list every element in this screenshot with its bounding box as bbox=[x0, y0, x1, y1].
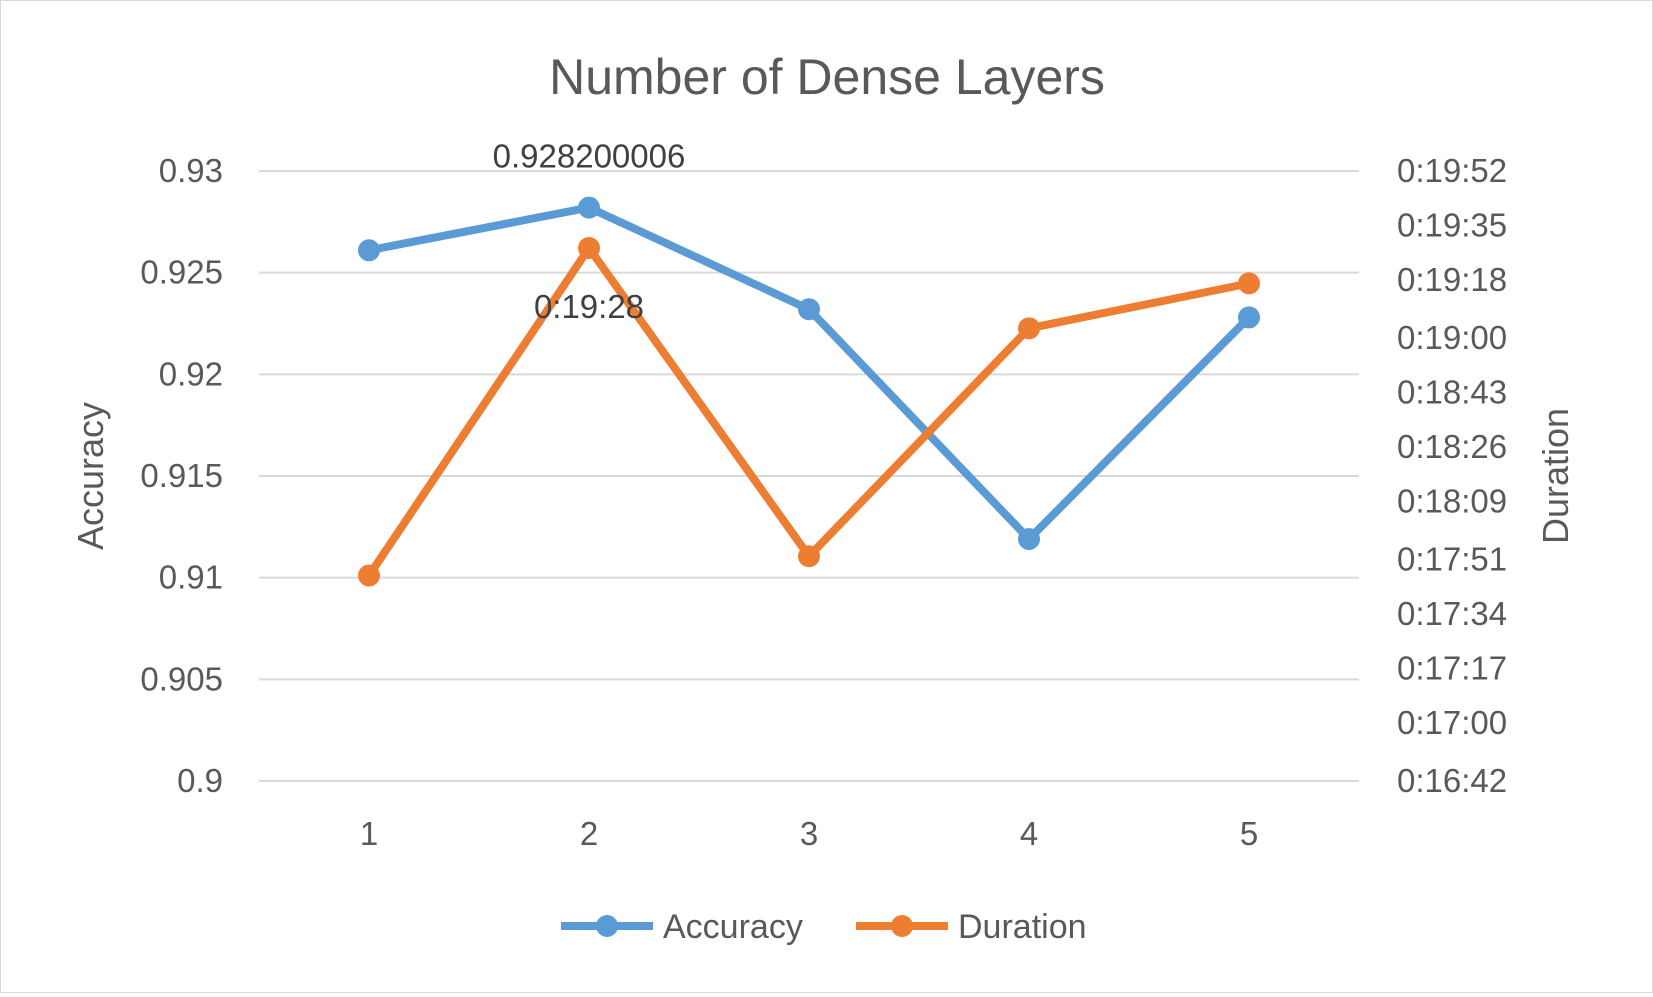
left-tick-label: 0.925 bbox=[140, 254, 223, 291]
legend-label-accuracy: Accuracy bbox=[663, 908, 803, 946]
right-tick-label: 0:19:35 bbox=[1397, 207, 1507, 244]
data-point-duration[interactable] bbox=[1018, 317, 1040, 340]
legend-marker-duration bbox=[891, 915, 913, 937]
data-point-accuracy[interactable] bbox=[798, 298, 820, 321]
right-axis-title: Duration bbox=[1535, 408, 1576, 544]
data-point-accuracy[interactable] bbox=[1238, 306, 1260, 329]
data-point-duration[interactable] bbox=[358, 564, 380, 587]
right-tick-label: 0:17:51 bbox=[1397, 540, 1507, 577]
data-point-accuracy[interactable] bbox=[578, 196, 600, 219]
x-tick-label: 4 bbox=[1020, 815, 1038, 852]
left-tick-label: 0.91 bbox=[159, 559, 223, 596]
data-point-accuracy[interactable] bbox=[358, 239, 380, 262]
right-tick-label: 0:18:09 bbox=[1397, 483, 1507, 520]
data-labels: 0.928200006 0:19:28 bbox=[493, 138, 686, 325]
data-point-duration[interactable] bbox=[798, 545, 820, 568]
right-tick-label: 0:19:00 bbox=[1397, 319, 1507, 356]
series-line-duration bbox=[365, 244, 1253, 580]
legend-item-accuracy[interactable]: Accuracy bbox=[561, 908, 803, 946]
data-label-accuracy: 0.928200006 bbox=[493, 138, 686, 175]
legend-label-duration: Duration bbox=[958, 908, 1087, 946]
x-tick-label: 2 bbox=[580, 815, 598, 852]
left-tick-label: 0.915 bbox=[140, 457, 223, 494]
legend-item-duration[interactable]: Duration bbox=[856, 908, 1087, 946]
left-tick-label: 0.93 bbox=[159, 152, 223, 189]
right-tick-label: 0:17:17 bbox=[1397, 650, 1507, 687]
series bbox=[358, 196, 1260, 587]
x-tick-label: 5 bbox=[1240, 815, 1258, 852]
data-label-duration: 0:19:28 bbox=[534, 288, 644, 325]
data-point-accuracy[interactable] bbox=[1018, 528, 1040, 551]
gridlines bbox=[259, 170, 1359, 782]
left-tick-label: 0.905 bbox=[140, 660, 223, 697]
left-axis-title: Accuracy bbox=[70, 402, 111, 550]
data-point-duration[interactable] bbox=[1238, 272, 1260, 295]
left-tick-label: 0.92 bbox=[159, 355, 223, 392]
right-tick-label: 0:16:42 bbox=[1397, 762, 1507, 799]
left-axis-tick-labels: 0.93 0.925 0.92 0.915 0.91 0.905 0.9 bbox=[140, 152, 223, 799]
x-tick-label: 1 bbox=[360, 815, 378, 852]
legend: Accuracy Duration bbox=[561, 908, 1087, 946]
right-tick-label: 0:17:34 bbox=[1397, 595, 1507, 632]
legend-marker-accuracy bbox=[596, 915, 618, 937]
data-point-duration[interactable] bbox=[578, 237, 600, 260]
left-tick-label: 0.9 bbox=[177, 762, 223, 799]
x-tick-label: 3 bbox=[800, 815, 818, 852]
x-axis-tick-labels: 1 2 3 4 5 bbox=[360, 815, 1258, 852]
right-axis-tick-labels: 0:19:52 0:19:35 0:19:18 0:19:00 0:18:43 0:18:… bbox=[1397, 152, 1507, 799]
right-tick-label: 0:17:00 bbox=[1397, 704, 1507, 741]
right-tick-label: 0:19:18 bbox=[1397, 261, 1507, 298]
right-tick-label: 0:19:52 bbox=[1397, 152, 1507, 189]
right-tick-label: 0:18:43 bbox=[1397, 374, 1507, 411]
right-tick-label: 0:18:26 bbox=[1397, 428, 1507, 465]
chart-title: Number of Dense Layers bbox=[549, 49, 1105, 105]
